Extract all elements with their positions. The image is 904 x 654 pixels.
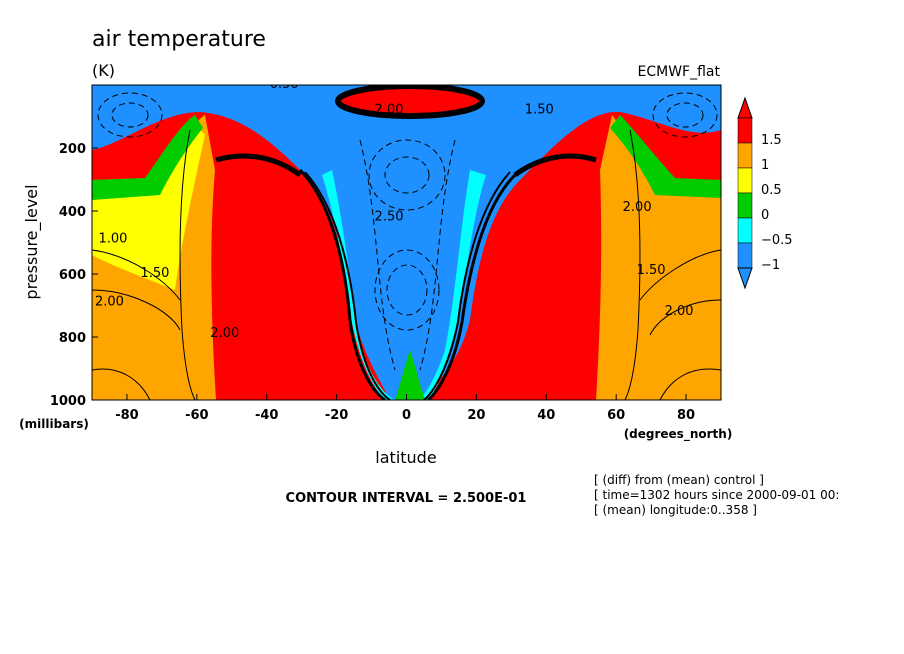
dashed-contours bbox=[97, 92, 718, 371]
x-tick-label: 80 bbox=[677, 408, 695, 423]
x-axis-label: latitude bbox=[375, 448, 436, 467]
x-tick-label: 0 bbox=[402, 408, 411, 423]
contour-interval: CONTOUR INTERVAL = 2.500E-01 bbox=[286, 491, 527, 506]
contour-label: 2.00 bbox=[665, 304, 694, 319]
colorbar-swatch bbox=[737, 192, 753, 219]
y-tick-label: 400 bbox=[59, 205, 86, 220]
plot-area: 1.00 1.50 2.00 2.00 2.00 2.50 1.50 2.00 1.50 2.00… bbox=[92, 77, 721, 400]
colorbar-label: 1.5 bbox=[761, 133, 782, 148]
contour-label: 2.00 bbox=[95, 295, 124, 310]
y-axis-label: pressure_level bbox=[22, 184, 42, 299]
colorbar-bottom-arrow bbox=[737, 267, 753, 290]
note-line-3: [ (mean) longitude:0..358 ] bbox=[594, 503, 757, 517]
warm-strat-ellipse bbox=[335, 85, 485, 119]
colorbar-label: 0.5 bbox=[761, 183, 782, 198]
y-axis-units: (millibars) bbox=[19, 417, 89, 431]
contour-label: 2.00 bbox=[210, 326, 239, 341]
north-warm-core bbox=[488, 163, 596, 400]
x-tick-label: 20 bbox=[467, 408, 485, 423]
colorbar-label: −1 bbox=[761, 258, 780, 273]
note-line-2: [ time=1302 hours since 2000-09-01 00: bbox=[594, 488, 839, 502]
x-tick-label: 40 bbox=[537, 408, 555, 423]
cold-tropical-column bbox=[92, 85, 721, 400]
contour-label: 0.50 bbox=[270, 77, 299, 92]
surface-green-spot bbox=[395, 350, 425, 400]
colorbar-top-arrow bbox=[737, 96, 753, 119]
south-green-band bbox=[92, 115, 203, 200]
south-cyan-edge bbox=[322, 170, 395, 400]
contour-labels: 1.00 1.50 2.00 2.00 2.00 2.50 1.50 2.00 1.50 2.00… bbox=[95, 77, 694, 341]
x-tick-label: -20 bbox=[325, 408, 349, 423]
north-cyan-edge bbox=[418, 170, 486, 400]
colorbar-swatch bbox=[737, 217, 753, 244]
colorbar: 1.5 1 0.5 0 −0.5 −1 bbox=[737, 96, 793, 290]
chart-units: (K) bbox=[92, 61, 115, 80]
x-tick-label: -40 bbox=[255, 408, 279, 423]
contour-label: 2.00 bbox=[623, 200, 652, 215]
colorbar-swatch bbox=[737, 142, 753, 169]
x-axis: -80 -60 -40 -20 0 20 40 60 80 bbox=[115, 394, 695, 423]
contour-lines bbox=[92, 129, 721, 400]
y-tick-label: 600 bbox=[59, 268, 86, 283]
south-warm-core bbox=[216, 163, 322, 400]
contour-label: 1.00 bbox=[98, 232, 127, 247]
x-tick-label: 60 bbox=[607, 408, 625, 423]
y-axis: 200 400 600 800 1000 bbox=[50, 142, 98, 409]
north-green-band bbox=[610, 115, 721, 198]
dataset-name: ECMWF_flat bbox=[638, 64, 721, 80]
contour-label: 2.50 bbox=[375, 209, 404, 224]
y-tick-label: 800 bbox=[59, 331, 86, 346]
contour-label: 1.50 bbox=[525, 102, 554, 117]
x-tick-label: -60 bbox=[185, 408, 209, 423]
colorbar-swatch bbox=[737, 117, 753, 144]
north-orange-band bbox=[596, 115, 721, 400]
x-axis-units: (degrees_north) bbox=[624, 427, 733, 442]
colorbar-swatch bbox=[737, 242, 753, 269]
x-tick-label: -80 bbox=[115, 408, 139, 423]
colorbar-swatch bbox=[737, 167, 753, 194]
colorbar-label: 0 bbox=[761, 208, 769, 223]
note-line-1: [ (diff) from (mean) control ] bbox=[594, 473, 764, 487]
colorbar-label: −0.5 bbox=[761, 233, 793, 248]
chart-title: air temperature bbox=[92, 27, 266, 52]
contour-label: 2.00 bbox=[375, 102, 404, 117]
contour-label: 1.50 bbox=[637, 263, 666, 278]
contour-label: 1.50 bbox=[140, 266, 169, 281]
y-tick-label: 200 bbox=[59, 142, 86, 157]
y-tick-label: 1000 bbox=[50, 394, 86, 409]
colorbar-label: 1 bbox=[761, 158, 769, 173]
